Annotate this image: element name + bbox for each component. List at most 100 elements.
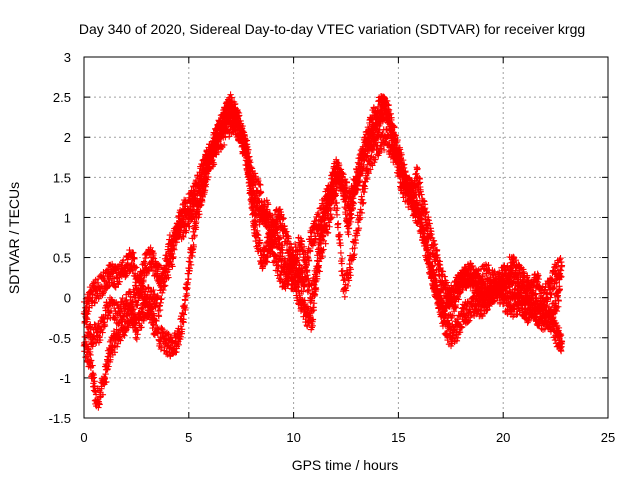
data-point-interp [301,297,308,304]
data-point-interp [186,265,193,272]
data-point-interp [169,263,176,270]
data-point-interp [90,374,98,381]
data-point-interp [368,115,376,122]
data-point-interp [131,265,139,272]
data-point-interp [179,310,186,317]
data-point-interp [113,263,121,271]
data-point-interp [134,327,142,334]
data-point-interp [430,237,438,244]
data-point-interp [363,152,371,159]
data-point-interp [192,224,200,231]
data-point-interp [212,125,219,133]
data-point-interp [304,305,312,312]
data-point-interp [285,235,292,242]
data-point-interp [304,322,311,330]
x-tick-label: 25 [601,430,615,445]
data-point-interp [132,334,140,341]
data-point-interp [342,194,350,202]
data-point-interp [177,333,184,341]
y-tick-label: 2.5 [53,90,71,105]
y-tick-label: -1.5 [49,411,71,426]
data-point-interp [185,276,192,283]
y-tick-label: 2 [64,130,71,145]
data-point-interp [188,252,196,260]
data-point-interp [279,215,286,223]
data-point-interp [256,237,264,244]
data-point-interp [100,289,107,296]
grid [84,57,608,418]
data-point-interp [414,165,421,172]
data-point-interp [227,104,235,111]
data-point-interp [284,232,291,239]
data-point-interp [339,169,346,177]
data-point-interp [310,239,317,247]
data-point-interp [349,205,357,213]
data-point-interp [241,132,248,140]
data-point-interp [367,130,374,137]
data-point-interp [348,214,355,221]
data-point-interp [117,337,124,344]
data-point-interp [441,273,448,280]
data-point-interp [286,240,293,247]
data-point-interp [388,114,395,121]
data-point-interp [95,404,102,411]
data-point [114,274,121,281]
y-tick-label: 0 [64,291,71,306]
data-point-interp [354,186,362,194]
data-point-interp [431,241,439,248]
axes: -1.5-1-0.500.511.522.530 5 10 15 20 25 [49,50,616,445]
data-point-interp [339,176,347,183]
data-point-interp [425,217,432,224]
data-point-interp [170,253,177,261]
y-tick-label: 1 [64,210,71,225]
data-point-interp [312,286,320,293]
data-point-interp [87,351,94,359]
data-point-interp [383,97,391,105]
data-point-interp [195,214,202,221]
data-point-interp [105,363,112,370]
data-point-interp [423,208,430,216]
data-point-interp [557,331,565,339]
data-point-interp [150,255,158,262]
data-point-interp [405,175,412,182]
data-point-interp [278,211,285,218]
data-point-interp [394,136,401,144]
data-point-interp [401,161,408,168]
data-point-interp [392,132,399,139]
data-point-interp [387,110,394,117]
x-tick-label: 20 [496,430,510,445]
data-point-interp [464,318,472,326]
data-point-interp [514,310,521,318]
data-point-interp [391,124,398,131]
data-point-interp [255,232,262,239]
data-point-interp [180,311,188,318]
data-point-interp [332,156,340,163]
data-point-interp [165,274,172,281]
data-point-interp [175,341,182,348]
data-point-interp [557,330,564,338]
data-point-interp [341,198,349,206]
data-point-interp [421,198,428,205]
x-tick-label: 0 [80,430,87,445]
data-point [558,338,566,345]
y-tick-label: 3 [64,50,71,65]
data-point-interp [428,230,435,238]
data-point-interp [350,200,357,207]
data-point-interp [133,264,140,271]
data-point-interp [116,278,123,285]
data-point-interp [186,258,194,266]
data-point-interp [145,267,153,275]
data-point-interp [333,183,340,190]
data-point-interp [178,326,186,333]
data-point-interp [254,231,261,238]
data-point-interp [306,248,314,255]
data-point-interp [555,324,563,332]
data-point-interp [356,176,364,184]
data-point-interp [103,378,110,386]
data-point-interp [177,323,185,330]
data-point-interp [458,324,466,331]
data-point-interp [426,220,433,227]
data-point-interp [276,235,283,242]
data-point-interp [182,306,189,314]
data-point-interp [87,357,95,364]
